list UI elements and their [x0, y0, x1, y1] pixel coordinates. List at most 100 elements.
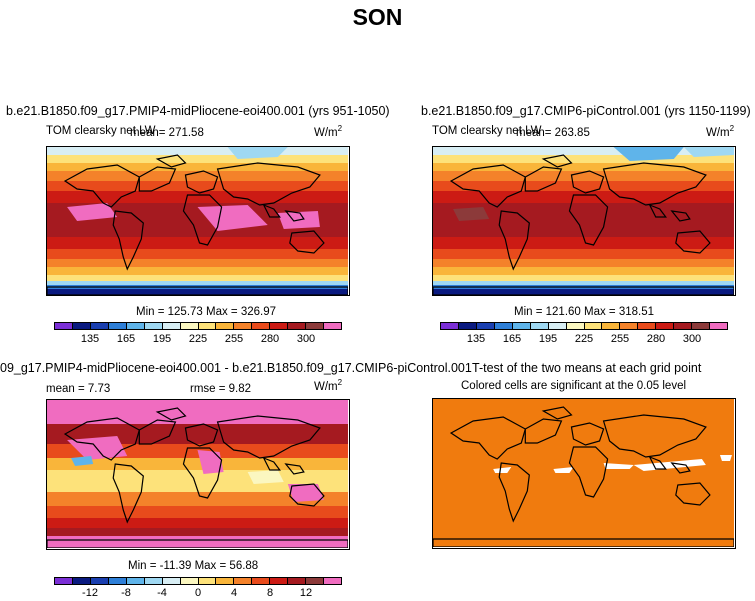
field-band [47, 259, 348, 267]
colorbar-swatch [476, 323, 495, 329]
field-patch [287, 484, 324, 502]
field-band [433, 191, 734, 203]
colorbar-swatch [144, 578, 163, 584]
panel2-colorbar [440, 322, 728, 330]
map-canvas [47, 147, 348, 295]
panel2-variable: TOM clearsky net LW [432, 125, 542, 137]
colorbar-swatch [288, 323, 307, 329]
coastline [449, 416, 527, 460]
colorbar-swatch [72, 578, 91, 584]
coastline [568, 194, 609, 246]
colorbar-swatch [162, 578, 181, 584]
figure-title: SON [352, 4, 403, 30]
colorbar-swatch [198, 578, 217, 584]
colorbar-swatch [234, 323, 253, 329]
field-band [47, 281, 348, 285]
colorbar-tick-label: 300 [682, 333, 702, 345]
field-band [433, 281, 734, 285]
panel1-units: W/m2 [314, 124, 343, 139]
colorbar-tick-label: 225 [188, 333, 208, 345]
panel3-rmse: rmse = 9.82 [190, 383, 252, 395]
colorbar-swatch [216, 323, 235, 329]
coastline [524, 166, 563, 192]
field-patch [197, 205, 268, 231]
colorbar-swatch [656, 323, 675, 329]
colorbar-swatch [55, 578, 73, 584]
field-patch [247, 470, 284, 484]
panel3-mean: mean = 7.73 [46, 383, 111, 395]
panel2-stats: Min = 121.60 Max = 318.51 [514, 306, 655, 318]
field-band [433, 163, 734, 171]
colorbar-tick-label: 195 [152, 333, 172, 345]
colorbar-swatch [692, 323, 711, 329]
panel2-map [432, 146, 736, 296]
colorbar-tick-label: 300 [296, 333, 316, 345]
panel3-units: W/m2 [314, 378, 343, 393]
colorbar-swatch [270, 578, 289, 584]
coastline [155, 407, 187, 421]
field-band [47, 275, 348, 281]
coastline [570, 170, 605, 194]
coastline [449, 164, 527, 208]
field-band [433, 155, 734, 163]
colorbar-tick-label: 135 [80, 333, 100, 345]
panel4-title: T-test of the two means at each grid poi… [472, 361, 702, 375]
field-patch [453, 207, 490, 221]
colorbar-swatch [324, 578, 341, 584]
field-band [433, 237, 734, 249]
field-patch [67, 203, 118, 221]
field-patch [227, 147, 288, 159]
colorbar-swatch [270, 323, 289, 329]
colorbar-swatch [90, 323, 109, 329]
colorbar-tick-label: 255 [610, 333, 630, 345]
field-band [47, 528, 348, 536]
coastline [670, 210, 691, 222]
coastline [63, 417, 141, 461]
panel3-colorbar [54, 577, 342, 585]
coastline [184, 170, 219, 194]
colorbar-swatch [198, 323, 217, 329]
colorbar-tick-label: 280 [260, 333, 280, 345]
coastline [675, 482, 711, 506]
field-band [433, 289, 734, 295]
colorbar-swatch [55, 323, 73, 329]
colorbar-swatch [180, 323, 199, 329]
coastline [63, 164, 141, 208]
colorbar-swatch [638, 323, 657, 329]
field-patch [493, 467, 512, 473]
colorbar-swatch [494, 323, 513, 329]
colorbar-swatch [108, 578, 127, 584]
field-band [47, 518, 348, 528]
panel3-stats: Min = -11.39 Max = 56.88 [128, 560, 259, 572]
field-band [433, 399, 734, 547]
field-band [47, 249, 348, 259]
colorbar-swatch [441, 323, 459, 329]
field-patch [553, 467, 574, 473]
colorbar-tick-label: 255 [224, 333, 244, 345]
colorbar-swatch [252, 578, 271, 584]
coastline [433, 286, 734, 295]
field-patch [613, 147, 684, 161]
field-patch [683, 147, 734, 157]
colorbar-swatch [126, 323, 145, 329]
panel2-units: W/m2 [706, 124, 735, 139]
field-patch [633, 459, 706, 471]
map-canvas [433, 399, 734, 547]
coastline [262, 203, 281, 218]
coastline [155, 154, 187, 168]
field-band [47, 492, 348, 506]
panel1-map [46, 146, 350, 296]
field-band [47, 267, 348, 275]
coastline [138, 166, 177, 192]
colorbar-tick-label: 8 [266, 587, 274, 599]
colorbar-tick-label: 280 [646, 333, 666, 345]
coastline [602, 162, 707, 206]
coastline [568, 446, 609, 498]
field-patch [719, 455, 732, 461]
colorbar-swatch [566, 323, 585, 329]
colorbar-tick-label: 12 [299, 587, 313, 599]
coastline [602, 414, 707, 458]
colorbar-tick-label: 225 [574, 333, 594, 345]
coastline [112, 463, 144, 524]
field-band [433, 249, 734, 259]
